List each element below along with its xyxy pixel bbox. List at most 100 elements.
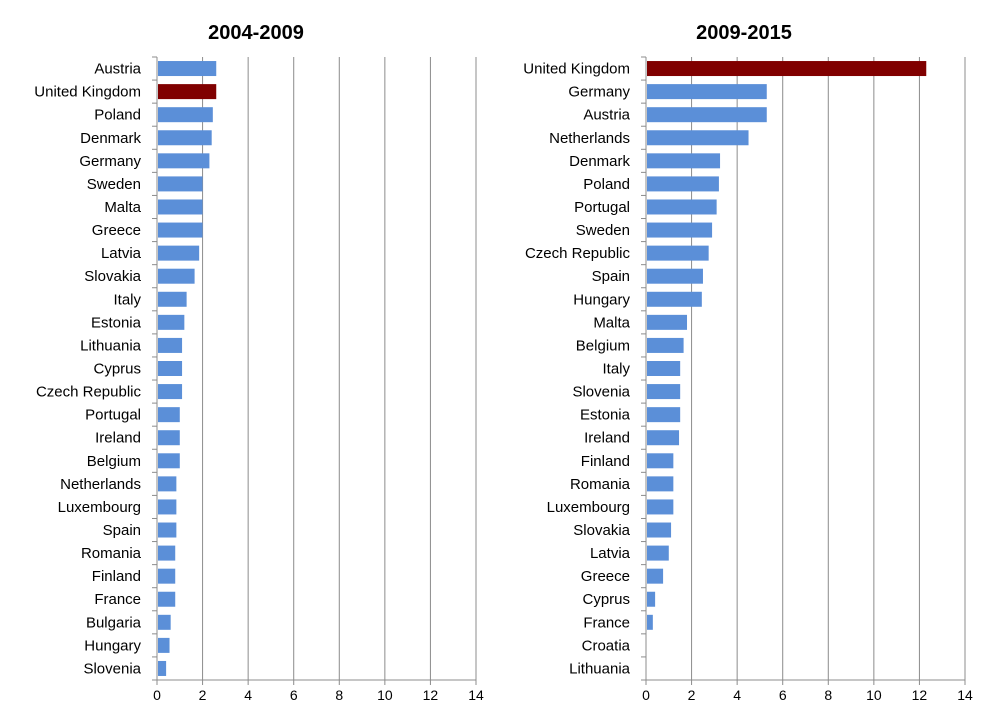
bar-spain xyxy=(647,268,703,284)
category-label: Czech Republic xyxy=(36,384,142,401)
bar-greece xyxy=(158,222,203,238)
bar-germany xyxy=(647,84,767,100)
category-label: Cyprus xyxy=(93,361,141,378)
category-label: Portugal xyxy=(574,199,630,216)
category-label: Portugal xyxy=(85,407,141,424)
x-tick-label: 12 xyxy=(912,687,928,703)
category-label: Belgium xyxy=(576,337,630,354)
x-tick-label: 6 xyxy=(290,687,298,703)
category-label: Germany xyxy=(79,153,141,170)
bar-austria xyxy=(647,107,767,123)
bar-belgium xyxy=(158,453,180,469)
bar-italy xyxy=(158,291,187,307)
x-tick-label: 10 xyxy=(866,687,882,703)
bar-portugal xyxy=(647,199,717,215)
chart-title: 2009-2015 xyxy=(696,22,792,44)
category-label: Cyprus xyxy=(582,591,630,608)
category-label: Greece xyxy=(92,222,141,239)
category-label: Germany xyxy=(568,84,630,101)
bar-united-kingdom xyxy=(158,84,217,100)
bar-poland xyxy=(647,176,719,192)
bar-denmark xyxy=(158,130,212,146)
category-label: Austria xyxy=(94,61,141,78)
category-label: Bulgaria xyxy=(86,614,142,631)
x-tick-label: 8 xyxy=(335,687,343,703)
category-label: Denmark xyxy=(80,130,141,147)
bar-luxembourg xyxy=(158,499,177,515)
category-label: Spain xyxy=(592,268,630,285)
category-label: Czech Republic xyxy=(525,245,631,262)
category-label: Slovakia xyxy=(84,268,141,285)
bar-united-kingdom xyxy=(647,61,927,77)
bar-slovakia xyxy=(647,522,672,538)
x-tick-label: 6 xyxy=(779,687,787,703)
bar-luxembourg xyxy=(647,499,674,515)
x-tick-label: 10 xyxy=(377,687,393,703)
bar-latvia xyxy=(158,245,200,261)
category-label: Finland xyxy=(92,568,141,585)
x-tick-label: 4 xyxy=(244,687,252,703)
category-label: Slovenia xyxy=(572,384,630,401)
category-label: Poland xyxy=(583,176,630,193)
bar-denmark xyxy=(647,153,721,169)
bar-bulgaria xyxy=(158,614,171,630)
x-tick-label: 0 xyxy=(642,687,650,703)
category-label: Italy xyxy=(113,291,141,308)
category-label: France xyxy=(94,591,141,608)
bar-greece xyxy=(647,568,664,584)
category-label: Belgium xyxy=(87,453,141,470)
x-tick-label: 12 xyxy=(423,687,439,703)
category-label: Latvia xyxy=(101,245,142,262)
category-label: Luxembourg xyxy=(547,499,630,516)
bar-france xyxy=(158,591,176,607)
bar-finland xyxy=(158,568,176,584)
x-tick-label: 4 xyxy=(733,687,741,703)
category-label: Latvia xyxy=(590,545,631,562)
chart-2009-2015: 2009-2015 0 2 4 6 8 10 12 14 United Kingdom German… xyxy=(523,22,973,703)
bar-malta xyxy=(158,199,203,215)
chart-2004-2009: 2004-2009 0 2 4 6 8 10 12 14 Austria United Kingdo… xyxy=(34,22,484,703)
category-label: Malta xyxy=(104,199,141,216)
x-tick-label: 0 xyxy=(153,687,161,703)
bar-slovenia xyxy=(647,384,681,400)
bar-slovenia xyxy=(158,660,167,676)
category-label: Italy xyxy=(602,361,630,378)
category-label: Lithuania xyxy=(569,660,631,677)
category-label: Netherlands xyxy=(60,476,141,493)
bar-hungary xyxy=(158,637,170,653)
bar-estonia xyxy=(647,407,681,423)
category-label: Greece xyxy=(581,568,630,585)
category-label: Netherlands xyxy=(549,130,630,147)
bar-hungary xyxy=(647,291,702,307)
category-label: United Kingdom xyxy=(34,84,141,101)
bar-portugal xyxy=(158,407,180,423)
bar-cyprus xyxy=(647,591,656,607)
bar-latvia xyxy=(647,545,669,561)
category-label: Estonia xyxy=(91,314,142,331)
bar-romania xyxy=(158,545,176,561)
category-label: Croatia xyxy=(582,637,631,654)
category-label: Finland xyxy=(581,453,630,470)
x-tick-label: 14 xyxy=(468,687,484,703)
category-label: Luxembourg xyxy=(58,499,141,516)
bar-netherlands xyxy=(158,476,177,492)
bar-france xyxy=(647,614,653,630)
bar-lithuania xyxy=(158,337,183,353)
x-tick-label: 2 xyxy=(688,687,696,703)
category-label: Hungary xyxy=(84,637,141,654)
bar-austria xyxy=(158,61,217,77)
bar-belgium xyxy=(647,337,684,353)
bar-netherlands xyxy=(647,130,749,146)
chart-title: 2004-2009 xyxy=(208,22,304,44)
bar-poland xyxy=(158,107,213,123)
bar-ireland xyxy=(158,430,180,446)
category-label: United Kingdom xyxy=(523,61,630,78)
bar-estonia xyxy=(158,314,185,330)
category-label: Austria xyxy=(583,107,630,124)
bar-czech-republic xyxy=(158,384,183,400)
category-label: Estonia xyxy=(580,407,631,424)
bar-romania xyxy=(647,476,674,492)
category-label: Malta xyxy=(593,314,630,331)
